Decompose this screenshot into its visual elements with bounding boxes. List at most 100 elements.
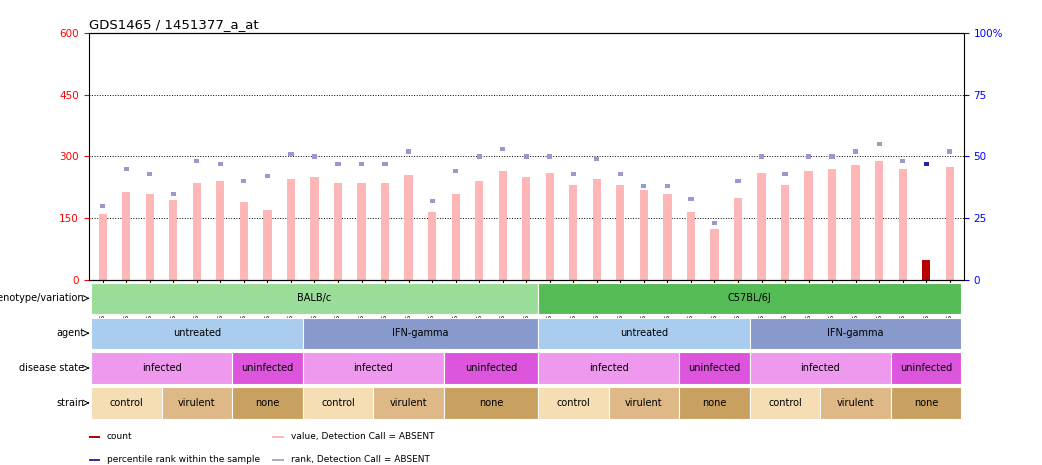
Bar [736, 179, 741, 183]
Bar [853, 149, 859, 153]
Bar [780, 186, 789, 280]
Bar [382, 162, 388, 166]
Bar [194, 159, 199, 164]
Bar [373, 387, 444, 418]
Text: strain: strain [56, 398, 84, 408]
Text: untreated: untreated [620, 328, 668, 338]
Bar [783, 172, 788, 176]
Bar [475, 181, 483, 280]
Text: IFN-gamma: IFN-gamma [392, 328, 448, 338]
Text: none: none [702, 398, 726, 408]
Bar [171, 192, 176, 196]
Bar [91, 387, 162, 418]
Text: virulent: virulent [625, 398, 663, 408]
Bar [947, 149, 952, 153]
Bar [538, 318, 750, 349]
Bar [264, 210, 272, 280]
Bar [311, 177, 319, 280]
Bar [538, 352, 679, 384]
Bar [593, 179, 601, 280]
Bar [805, 154, 811, 159]
Bar [876, 142, 882, 146]
Bar [734, 198, 742, 280]
Bar [828, 169, 836, 280]
Bar [900, 159, 905, 164]
Bar [616, 186, 624, 280]
Text: control: control [556, 398, 590, 408]
Bar [302, 352, 444, 384]
Text: virulent: virulent [837, 398, 874, 408]
Bar [289, 152, 294, 156]
Bar [193, 183, 201, 280]
Bar [453, 169, 458, 173]
Bar [546, 173, 554, 280]
Text: rank, Detection Call = ABSENT: rank, Detection Call = ABSENT [291, 455, 429, 464]
Bar [287, 179, 295, 280]
Text: agent: agent [56, 328, 84, 338]
Bar [758, 173, 766, 280]
Bar [99, 214, 107, 280]
Bar [498, 171, 506, 280]
Bar [750, 352, 891, 384]
Bar [665, 184, 670, 188]
Bar [571, 172, 576, 176]
Bar [851, 165, 860, 280]
Text: virulent: virulent [390, 398, 427, 408]
Text: BALB/c: BALB/c [297, 293, 331, 303]
Text: control: control [321, 398, 355, 408]
Bar [712, 221, 717, 226]
Bar [265, 174, 270, 179]
Text: disease state: disease state [19, 363, 84, 373]
Bar [302, 318, 538, 349]
Bar [358, 162, 364, 166]
Bar [147, 172, 152, 176]
Bar [444, 387, 538, 418]
Bar [750, 387, 820, 418]
Text: uninfected: uninfected [465, 363, 517, 373]
Bar [524, 154, 528, 159]
Bar [687, 212, 695, 280]
Text: genotype/variation: genotype/variation [0, 293, 84, 303]
Bar [711, 229, 719, 280]
Bar [91, 318, 302, 349]
Bar [89, 436, 100, 438]
Bar [945, 167, 953, 280]
Text: virulent: virulent [178, 398, 216, 408]
Bar [820, 387, 891, 418]
Bar [404, 175, 413, 280]
Bar [91, 352, 232, 384]
Bar [891, 387, 962, 418]
Bar [357, 183, 366, 280]
Bar [91, 283, 538, 314]
Bar [124, 167, 129, 171]
Bar [406, 149, 412, 153]
Bar [829, 154, 835, 159]
Bar [381, 183, 389, 280]
Text: uninfected: uninfected [242, 363, 294, 373]
Bar [302, 387, 373, 418]
Bar [679, 352, 750, 384]
Bar [689, 197, 694, 201]
Text: none: none [255, 398, 279, 408]
Text: IFN-gamma: IFN-gamma [827, 328, 884, 338]
Bar [891, 352, 962, 384]
Text: none: none [914, 398, 939, 408]
Bar [122, 192, 130, 280]
Text: infected: infected [142, 363, 181, 373]
Bar [312, 154, 317, 159]
Bar [538, 387, 609, 418]
Bar [538, 283, 962, 314]
Bar [100, 204, 105, 208]
Text: C57BL/6J: C57BL/6J [728, 293, 772, 303]
Bar [679, 387, 750, 418]
Bar [162, 387, 232, 418]
Bar [146, 193, 154, 280]
Bar [609, 387, 679, 418]
Bar [232, 387, 302, 418]
Bar [500, 147, 505, 151]
Text: infected: infected [353, 363, 393, 373]
Bar [804, 171, 813, 280]
Bar [664, 193, 671, 280]
Bar [618, 172, 623, 176]
Bar [89, 458, 100, 460]
